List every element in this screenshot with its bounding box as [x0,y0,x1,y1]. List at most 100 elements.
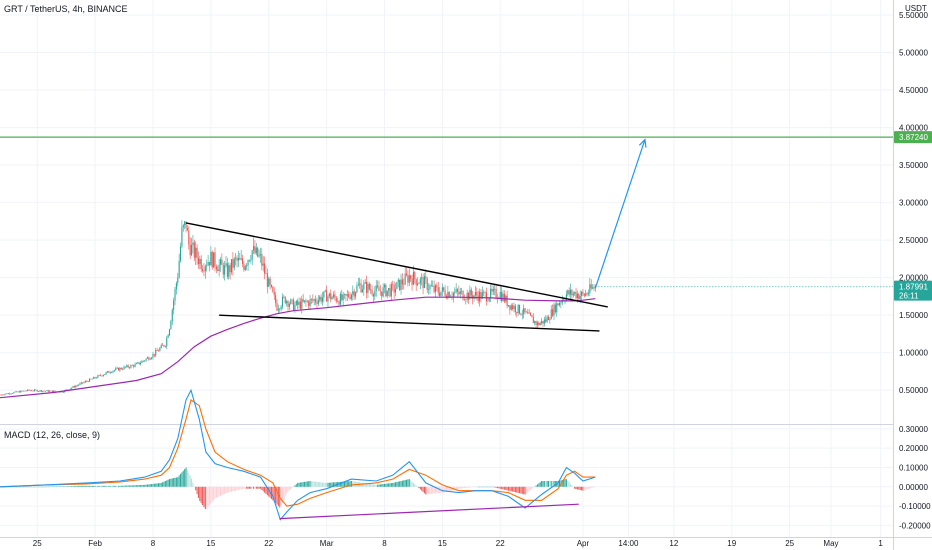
candle-body [385,284,387,297]
candle-body [91,378,93,380]
candle-body [286,301,288,304]
macd-histogram-bar [565,479,567,487]
macd-histogram-bar [87,485,89,487]
candle-body [75,385,77,388]
macd-histogram-bar [188,472,190,487]
candle-body [411,278,413,285]
macd-histogram-bar [410,480,412,487]
candle-body [459,291,461,295]
candle-body [152,354,154,358]
macd-histogram-bar [78,486,80,487]
candle-body [419,278,421,284]
candle-body [43,390,45,392]
macd-histogram-bar [323,482,325,487]
macd-histogram-bar [567,480,569,487]
candle-body [44,390,47,392]
candle-body [189,244,191,256]
macd-histogram-bar [301,482,303,487]
candle-body [319,296,321,300]
macd-histogram-bar [129,485,131,487]
macd-histogram-bar [564,479,566,487]
candle-body [115,368,117,371]
candle-body [222,265,224,275]
candle-body [248,260,250,261]
candle-body [292,299,295,311]
macd-histogram-bar [570,483,572,487]
candle-body [342,294,344,301]
candle-body [379,290,381,292]
macd-histogram-bar [393,482,395,487]
macd-histogram-bar [388,483,390,487]
macd-histogram-bar [200,486,202,504]
macd-histogram-bar [255,486,257,489]
candle-body [295,300,297,305]
candle-body [301,299,303,309]
candle-body [224,265,226,275]
candle-body [569,289,572,295]
macd-signal-line [0,398,596,507]
macd-histogram-bar [465,486,467,488]
macd-histogram-bar [149,484,151,487]
candle-body [116,367,118,369]
candle-body [437,287,439,293]
price-tick-label: 5.50000 [899,11,928,20]
macd-tick-label: 0.30000 [899,425,928,434]
macd-histogram-bar [247,486,249,489]
macd-histogram-bar [407,479,409,487]
candle-body [253,246,255,251]
macd-histogram-bar [204,486,206,510]
macd-histogram-bar [148,484,150,487]
macd-histogram-bar [495,486,497,488]
macd-histogram-bar [109,485,111,487]
candle-body [138,362,140,365]
candle-body [156,350,158,351]
candle-body [370,289,372,291]
macd-histogram-bar [367,483,369,487]
candle-body [477,295,479,302]
macd-histogram-bar [244,486,246,489]
macd-histogram-bar [108,485,110,487]
candle-body [512,305,514,310]
candle-body [571,289,573,296]
candle-body [86,381,88,382]
macd-histogram-bar [90,485,92,487]
candle-body [509,305,511,310]
time-tick-label: 15 [438,539,447,548]
candle-body [467,292,470,300]
macd-histogram-bar [138,485,140,487]
macd-histogram-bar [320,482,322,487]
candle-body [217,269,219,272]
macd-histogram-bar [321,482,323,487]
candle-body [517,304,519,314]
time-tick-label: 22 [264,539,273,548]
candle-body [541,320,543,324]
macd-histogram-bar [192,482,194,487]
macd-histogram-bar [221,486,223,496]
macd-histogram-bar [368,483,370,487]
time-tick-label: 25 [785,539,794,548]
candle-body [109,372,111,374]
macd-histogram-bar [370,484,372,487]
macd-histogram-bar [189,475,191,487]
candle-body [146,357,149,359]
candle-body [513,305,515,310]
candle-body [160,345,162,349]
candle-body [426,278,428,290]
macd-histogram-bar [578,486,580,490]
macd-histogram-bar [521,486,523,494]
candles [0,220,596,396]
macd-histogram-bar [315,481,317,487]
macd-histogram-bar [228,486,230,493]
macd-histogram-bar [339,481,341,487]
macd-histogram-bar [95,485,97,487]
candle-body [128,367,131,368]
macd-histogram-bar [328,482,330,487]
macd-histogram-bar [576,486,578,490]
candle-body [521,314,523,315]
macd-histogram-bar [535,485,537,487]
macd-histogram-bar [397,481,399,487]
moving-average-line [0,296,596,399]
candle-body [452,292,454,297]
macd-histogram-bar [463,486,465,489]
